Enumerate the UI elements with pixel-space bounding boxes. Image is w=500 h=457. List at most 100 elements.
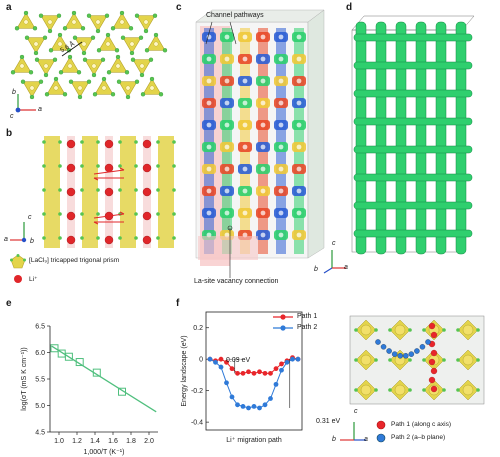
f-series-point bbox=[279, 361, 284, 367]
cl-atom bbox=[139, 72, 145, 78]
panel-f-structure bbox=[349, 315, 485, 405]
cl-atom bbox=[90, 35, 96, 40]
cl-atom bbox=[408, 358, 412, 362]
cl-atom bbox=[80, 188, 84, 192]
cl-atom bbox=[96, 48, 102, 53]
density-core bbox=[206, 100, 212, 106]
cl-atom bbox=[476, 328, 480, 332]
density-core bbox=[206, 210, 212, 216]
cl-atom bbox=[156, 212, 160, 216]
density-core bbox=[206, 166, 212, 172]
f-ytick-label: 0 bbox=[199, 357, 203, 364]
la-atom bbox=[462, 384, 474, 396]
density-core bbox=[278, 34, 284, 40]
la-atom bbox=[33, 41, 39, 47]
cl-atom bbox=[71, 10, 77, 16]
cl-atom bbox=[374, 328, 378, 332]
la-atom bbox=[95, 19, 101, 25]
e-xtick-label: 1.2 bbox=[72, 438, 82, 445]
cl-atom bbox=[138, 35, 144, 40]
cl-atom bbox=[374, 388, 378, 392]
panel-a-label: a bbox=[6, 2, 12, 13]
cl-atom bbox=[38, 79, 44, 84]
la-atom bbox=[129, 41, 135, 47]
path2-site bbox=[419, 344, 426, 350]
path1-site bbox=[430, 367, 438, 375]
axis-c-label-f: c bbox=[354, 408, 358, 415]
density-core bbox=[296, 122, 302, 128]
path2-site bbox=[414, 348, 420, 354]
density-core bbox=[278, 56, 284, 62]
cl-atom bbox=[156, 140, 160, 144]
e-ytick-label: 6.0 bbox=[35, 350, 45, 357]
cl-atom bbox=[53, 76, 59, 82]
density-core bbox=[260, 100, 266, 106]
prism-legend-icon bbox=[10, 254, 26, 269]
la-atom bbox=[360, 324, 372, 336]
distance-arrow bbox=[61, 41, 83, 57]
f-series-point bbox=[268, 396, 273, 401]
f-series-point bbox=[279, 367, 284, 373]
f-frame bbox=[205, 311, 303, 431]
density-core bbox=[278, 78, 284, 84]
f-ytick-label: -0.2 bbox=[191, 388, 203, 395]
density-core bbox=[296, 166, 302, 172]
cl-atom bbox=[476, 388, 480, 392]
f-series-point bbox=[290, 356, 295, 362]
cl-atom bbox=[96, 188, 100, 192]
cl-atom bbox=[134, 188, 138, 192]
path2-site bbox=[380, 344, 387, 350]
cl-atom bbox=[110, 92, 116, 97]
e-xtick-label: 1.4 bbox=[90, 438, 100, 445]
density-core bbox=[206, 144, 212, 150]
cl-atom bbox=[172, 188, 176, 192]
path1-structure-legend-label: Path 1 (along c axis) bbox=[391, 421, 452, 428]
e-ytick-label: 5.0 bbox=[35, 403, 45, 410]
prism-column bbox=[44, 136, 60, 248]
li-atom bbox=[104, 163, 114, 173]
cl-atom bbox=[456, 328, 460, 332]
cl-atom bbox=[48, 48, 54, 53]
cl-atom bbox=[42, 35, 48, 40]
cl-atom bbox=[124, 70, 130, 75]
cl-atom bbox=[422, 358, 426, 362]
density-core bbox=[224, 56, 230, 62]
density-core bbox=[296, 100, 302, 106]
iso-bridge bbox=[353, 89, 473, 98]
axis-triad-c bbox=[323, 250, 346, 274]
la-atom bbox=[67, 63, 73, 69]
panel-b-label: b bbox=[6, 128, 13, 139]
cl-atom bbox=[388, 358, 392, 362]
density-core bbox=[296, 188, 302, 194]
path1-structure-legend-icon bbox=[376, 420, 386, 430]
iso-bridge bbox=[353, 145, 473, 154]
f-series-point bbox=[224, 359, 229, 365]
cl-atom bbox=[58, 212, 62, 216]
cl-atom bbox=[172, 212, 176, 216]
cl-atom bbox=[354, 388, 358, 392]
f-series-point bbox=[273, 381, 279, 387]
cl-atom bbox=[422, 388, 426, 392]
cl-atom bbox=[149, 76, 155, 82]
channel-pathways-callout: Channel pathways bbox=[206, 12, 264, 19]
iso-column bbox=[435, 21, 447, 255]
cl-atom bbox=[10, 70, 16, 75]
density-core bbox=[206, 122, 212, 128]
cl-atom bbox=[19, 54, 25, 60]
cl-atom bbox=[96, 140, 100, 144]
cl-atom bbox=[80, 164, 84, 168]
f-series-point bbox=[229, 394, 235, 400]
cl-atom bbox=[38, 13, 44, 18]
panel-c-label: c bbox=[176, 2, 182, 13]
e-ytick-label: 6.5 bbox=[35, 324, 45, 331]
path2-legend-marker bbox=[273, 325, 293, 331]
f-series-point bbox=[295, 356, 301, 362]
li-atom bbox=[142, 211, 152, 221]
cl-atom bbox=[476, 358, 480, 362]
density-core bbox=[296, 144, 302, 150]
la-atom bbox=[149, 85, 155, 91]
cl-atom bbox=[118, 188, 122, 192]
cl-atom bbox=[115, 54, 121, 60]
density-core bbox=[206, 188, 212, 194]
cl-atom bbox=[172, 164, 176, 168]
